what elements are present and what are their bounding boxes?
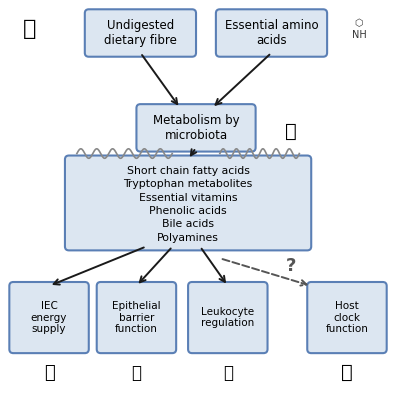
- FancyBboxPatch shape: [9, 282, 89, 353]
- Text: Bile acids: Bile acids: [162, 219, 214, 229]
- Text: ?: ?: [286, 257, 296, 275]
- Text: Undigested
dietary fibre: Undigested dietary fibre: [104, 19, 177, 47]
- Text: 🍞: 🍞: [22, 19, 36, 39]
- Text: 🔵: 🔵: [223, 364, 233, 382]
- FancyBboxPatch shape: [216, 9, 327, 57]
- FancyBboxPatch shape: [307, 282, 387, 353]
- Text: 🐍: 🐍: [132, 364, 142, 382]
- Text: Phenolic acids: Phenolic acids: [149, 206, 227, 216]
- Text: Epithelial
barrier
function: Epithelial barrier function: [112, 301, 161, 334]
- FancyBboxPatch shape: [85, 9, 196, 57]
- FancyBboxPatch shape: [97, 282, 176, 353]
- Text: Polyamines: Polyamines: [157, 233, 219, 243]
- Text: 💡: 💡: [44, 364, 54, 382]
- Text: Leukocyte
regulation: Leukocyte regulation: [201, 307, 254, 328]
- Text: Host
clock
function: Host clock function: [326, 301, 368, 334]
- Text: 💊: 💊: [286, 122, 297, 141]
- Text: Short chain fatty acids: Short chain fatty acids: [127, 166, 250, 176]
- FancyBboxPatch shape: [65, 156, 311, 250]
- Text: Essential vitamins: Essential vitamins: [139, 193, 237, 203]
- Text: Tryptophan metabolites: Tryptophan metabolites: [124, 179, 253, 189]
- FancyBboxPatch shape: [188, 282, 268, 353]
- Text: IEC
energy
supply: IEC energy supply: [31, 301, 67, 334]
- Text: Essential amino
acids: Essential amino acids: [225, 19, 318, 47]
- Text: 🕐: 🕐: [341, 363, 353, 382]
- Text: Metabolism by
microbiota: Metabolism by microbiota: [153, 114, 239, 142]
- FancyBboxPatch shape: [136, 104, 256, 152]
- Text: ⬡
NH: ⬡ NH: [352, 18, 366, 40]
